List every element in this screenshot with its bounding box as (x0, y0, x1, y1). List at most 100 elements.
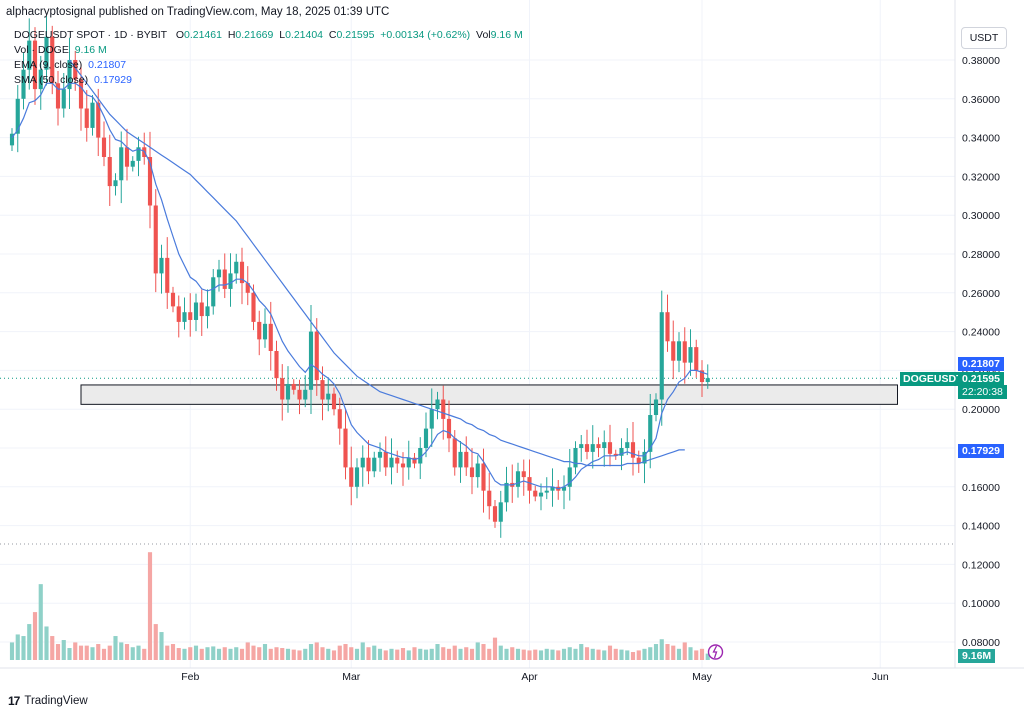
candles (9, 16, 710, 538)
candle-up (262, 323, 268, 340)
volume-bar (170, 644, 176, 660)
ema-price-tag: 0.21807 (958, 357, 1004, 371)
volume-bar (9, 642, 15, 660)
candle-up (44, 36, 49, 70)
volume-bar (659, 639, 664, 660)
candle-up (619, 448, 624, 456)
candle-down (222, 269, 227, 289)
volume-bar (527, 650, 532, 660)
candle-up (653, 399, 659, 416)
last-price-tag: 0.21595 (958, 372, 1004, 386)
ema-legend[interactable]: EMA (9, close) 0.21807 (14, 59, 126, 71)
candle-down (412, 457, 417, 464)
volume-bar (268, 648, 273, 660)
volume-tag: 9.16M (958, 649, 996, 663)
symbol-legend[interactable]: DOGEUSDT SPOT · 1D · BYBIT O0.21461 H0.2… (14, 29, 523, 41)
volume-bar (130, 647, 135, 660)
volume-bar (366, 647, 371, 660)
candle-up (38, 69, 43, 90)
time-axis[interactable]: Feb Mar Apr May Jun (181, 671, 889, 683)
volume-bar (676, 648, 682, 660)
volume-legend-value: 9.16 M (74, 44, 107, 56)
candle-down (383, 451, 388, 468)
candle-up (688, 347, 693, 363)
candle-up (21, 69, 26, 99)
ema-legend-label: EMA (9, close) (14, 59, 83, 71)
volume-bar (55, 644, 61, 660)
price-tick-label: 0.12000 (962, 559, 1000, 571)
vol-label: Vol (476, 29, 491, 41)
volume-bar (21, 636, 26, 660)
volume-bar (544, 648, 549, 660)
candle-down (107, 157, 112, 187)
candle-down (55, 83, 61, 109)
price-tick-label: 0.24000 (962, 327, 1000, 339)
volume-bar (533, 649, 538, 660)
volume-bar (481, 644, 486, 660)
candle-up (573, 448, 578, 468)
candle-down (268, 323, 273, 351)
candle-up (228, 273, 233, 289)
price-tick-label: 0.26000 (962, 288, 1000, 300)
candle-down (239, 261, 245, 284)
candle-up (360, 457, 365, 468)
volume-bar (27, 624, 32, 660)
candle-down (671, 341, 676, 361)
candle-down (101, 137, 107, 157)
sma-legend[interactable]: SMA (50, close) 0.17929 (14, 74, 132, 86)
volume-bar (291, 649, 296, 660)
candle-up (458, 451, 463, 468)
price-tick-label: 0.10000 (962, 598, 1000, 610)
candle-up (354, 467, 360, 487)
candle-down (343, 428, 348, 468)
candle-down (596, 444, 601, 448)
volume-bar (694, 650, 699, 660)
candle-up (326, 393, 331, 400)
volume-bar (441, 647, 446, 660)
candle-down (699, 370, 705, 383)
volume-bar (205, 647, 210, 660)
volume-bar (573, 648, 578, 660)
candle-up (659, 312, 664, 400)
volume-bar (538, 650, 544, 660)
moving-averages (11, 59, 708, 490)
volume-bar (165, 645, 170, 660)
candle-up (308, 331, 314, 390)
candle-up (579, 444, 584, 448)
replay-icon[interactable] (707, 644, 724, 660)
volume-bar (234, 647, 239, 660)
candle-down (188, 312, 193, 320)
candle-down (331, 393, 337, 410)
candle-up (406, 457, 411, 468)
candle-up (642, 451, 647, 464)
close-value: 0.21595 (336, 29, 375, 41)
ema-legend-value: 0.21807 (88, 59, 127, 71)
volume-bar (153, 624, 158, 660)
volume-bar (320, 647, 325, 660)
currency-unit-button[interactable]: USDT (961, 27, 1007, 49)
volume-bar (590, 648, 595, 660)
volume-bar (596, 649, 601, 660)
volume-bar (297, 650, 302, 660)
tradingview-mark-icon: 17 (8, 694, 20, 708)
candle-down (527, 477, 532, 491)
replay-icon-bolt (712, 645, 718, 659)
candle-up (90, 102, 95, 128)
volume-bar (216, 648, 222, 660)
candle-up (389, 457, 394, 468)
candle-down (32, 40, 38, 90)
candle-down (607, 442, 613, 454)
tradingview-logo[interactable]: 17 TradingView (8, 694, 88, 708)
candle-down (349, 467, 354, 487)
candle-up (119, 147, 124, 181)
time-tick-label: Mar (342, 671, 361, 683)
countdown-tag: 22:20:38 (958, 385, 1007, 399)
volume-legend[interactable]: Vol · DOGE 9.16 M (14, 44, 107, 56)
candle-down (492, 506, 498, 522)
high-label: H (227, 29, 236, 41)
price-axis[interactable]: 0.080000.100000.120000.140000.160000.180… (962, 55, 1000, 649)
symbol-name: DOGEUSDT SPOT · 1D · BYBIT (14, 29, 168, 41)
candle-up (435, 399, 440, 410)
candle-down (441, 399, 446, 419)
